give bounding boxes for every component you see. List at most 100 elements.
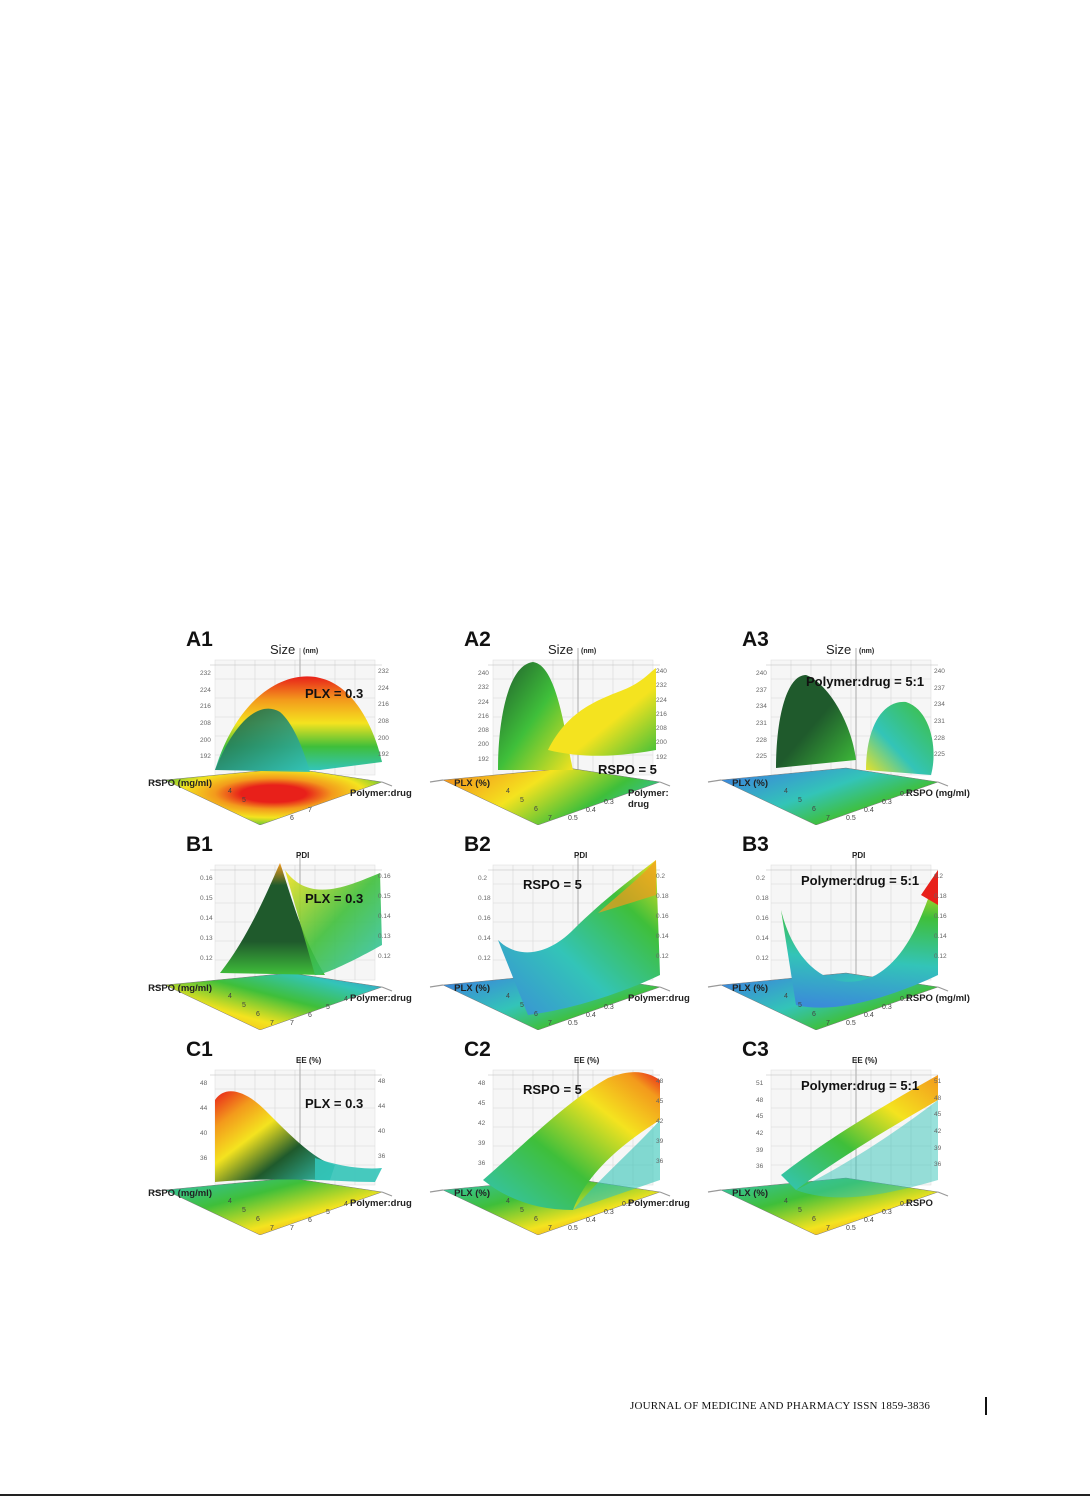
base-tick: 5 — [520, 1002, 524, 1009]
left-tick: 240 — [756, 670, 767, 677]
left-tick: 192 — [478, 755, 489, 763]
left-axis-label: PLX (%) — [454, 1188, 490, 1199]
base-tick: 4 — [506, 993, 510, 1000]
journal-footer: JOURNAL OF MEDICINE AND PHARMACY ISSN 18… — [630, 1400, 931, 1412]
base-tick: 7 — [270, 1020, 274, 1027]
panel-label: C2 — [464, 1038, 491, 1061]
base-tick: 0.5 — [846, 815, 856, 822]
left-tick: 48 — [756, 1096, 764, 1104]
right-tick: 234 — [934, 701, 945, 709]
panel-c1: C1 EE (%) PLX = 0.3 RSPO (mg/ml) Polymer:dru… — [120, 1030, 412, 1235]
z-axis-label: EE (%) — [852, 1056, 878, 1065]
right-tick: 208 — [378, 718, 389, 725]
left-tick: 44 — [200, 1105, 208, 1112]
right-tick: 36 — [934, 1161, 942, 1169]
base-tick: 0.4 — [586, 807, 596, 814]
right-tick: 0.18 — [934, 893, 947, 900]
base-tick: 6 — [256, 1011, 260, 1018]
left-tick: 48 — [200, 1080, 208, 1087]
surface-plot-c3 — [707, 1058, 949, 1235]
base-tick: 5 — [326, 1209, 330, 1216]
base-tick: 5 — [242, 1207, 246, 1214]
fixed-variable-annotation: PLX = 0.3 — [305, 1096, 364, 1111]
fixed-variable-annotation: RSPO = 5 — [523, 1082, 582, 1097]
right-axis-label: Polymer: drug — [628, 788, 669, 810]
right-tick: 0.2 — [656, 873, 666, 880]
response-surface — [215, 1091, 382, 1182]
panel-label: A3 — [742, 628, 769, 651]
right-tick: 216 — [656, 710, 667, 718]
right-tick: 36 — [656, 1158, 664, 1165]
base-tick: 4 — [784, 1198, 788, 1205]
z-axis-unit: (nm) — [859, 648, 875, 655]
left-tick: 0.12 — [200, 955, 213, 962]
right-tick: 42 — [934, 1128, 942, 1135]
left-tick: 39 — [478, 1140, 486, 1147]
base-tick: 7 — [548, 1020, 552, 1027]
left-tick: 51 — [756, 1080, 764, 1087]
panel-b3: B3 PDI Polymer:drug = 5:1 PLX (%) RSPO (mg/m… — [676, 825, 970, 1030]
left-tick: 0.12 — [756, 955, 769, 962]
right-tick: 192 — [378, 751, 389, 759]
left-tick: 0.14 — [756, 935, 769, 942]
left-tick: 0.12 — [478, 955, 491, 962]
surface-plot-a1 — [151, 648, 393, 825]
base-tick: 4 — [344, 996, 348, 1003]
base-tick: 6 — [812, 806, 816, 813]
base-tick: 6 — [290, 815, 294, 822]
left-tick: 224 — [478, 698, 489, 706]
right-tick: 0.15 — [378, 893, 391, 900]
panel-c2: C2 EE (%) RSPO = 5 PLX (%) Polymer:drug 48 45 4… — [398, 1030, 690, 1235]
left-tick: 216 — [200, 703, 211, 711]
base-tick: 4 — [228, 1198, 232, 1205]
z-axis-label: EE (%) — [296, 1056, 322, 1065]
base-tick: 5 — [520, 1207, 524, 1214]
response-surface — [220, 863, 382, 975]
panel-b1: B1 PDI PLX = 0.3 RSPO (mg/ml) Polymer:drug 0.… — [120, 825, 412, 1030]
left-tick: 0.2 — [756, 875, 766, 882]
base-tick: 7 — [548, 1225, 552, 1232]
response-surface — [498, 662, 656, 770]
base-tick: 0.2 — [900, 1201, 910, 1208]
right-tick: 192 — [656, 753, 667, 761]
left-tick: 0.2 — [478, 875, 488, 882]
left-tick: 232 — [200, 670, 211, 677]
left-axis-label: RSPO (mg/ml) — [148, 1188, 212, 1199]
z-axis-unit: (nm) — [581, 648, 597, 655]
right-tick: 0.16 — [656, 913, 669, 920]
fixed-variable-annotation: Polymer:drug = 5:1 — [801, 1078, 920, 1093]
fixed-variable-annotation: PLX = 0.3 — [305, 891, 364, 906]
base-tick: 4 — [784, 993, 788, 1000]
left-tick: 228 — [756, 736, 767, 744]
left-axis-label: PLX (%) — [732, 1188, 768, 1199]
base-tick: 6 — [812, 1011, 816, 1018]
right-axis-label: Polymer:drug — [350, 1198, 412, 1209]
right-tick: 240 — [934, 668, 945, 675]
right-tick: 48 — [656, 1078, 664, 1085]
base-tick: 0.2 — [900, 791, 910, 798]
base-tick: 4 — [784, 788, 788, 795]
left-tick: 225 — [756, 753, 767, 761]
base-tick: 0.4 — [864, 1217, 874, 1224]
surface-plot-a2 — [429, 648, 671, 825]
z-axis-unit: (nm) — [303, 648, 319, 655]
base-tick: 0.3 — [882, 1209, 892, 1216]
right-axis-label: RSPO — [906, 1198, 933, 1209]
right-tick: 0.2 — [934, 873, 944, 880]
left-tick: 36 — [478, 1160, 486, 1167]
base-tick: 0.2 — [622, 1201, 632, 1208]
panel-label: B2 — [464, 833, 491, 856]
right-tick: 42 — [656, 1118, 664, 1125]
base-tick: 5 — [242, 797, 246, 804]
response-surface — [781, 870, 938, 1008]
left-tick: 200 — [478, 741, 489, 749]
base-tick: 0.4 — [864, 807, 874, 814]
right-tick: 208 — [656, 725, 667, 733]
base-tick: 6 — [534, 806, 538, 813]
surface-plot-b1 — [151, 853, 393, 1030]
panel-c3: C3 EE (%) Polymer:drug = 5:1 PLX (%) RSPO 51 4… — [676, 1030, 951, 1235]
base-tick: 0.3 — [604, 1209, 614, 1216]
response-surface — [776, 675, 934, 775]
base-tick: 6 — [308, 1012, 312, 1019]
z-axis-label: Size — [548, 642, 574, 657]
